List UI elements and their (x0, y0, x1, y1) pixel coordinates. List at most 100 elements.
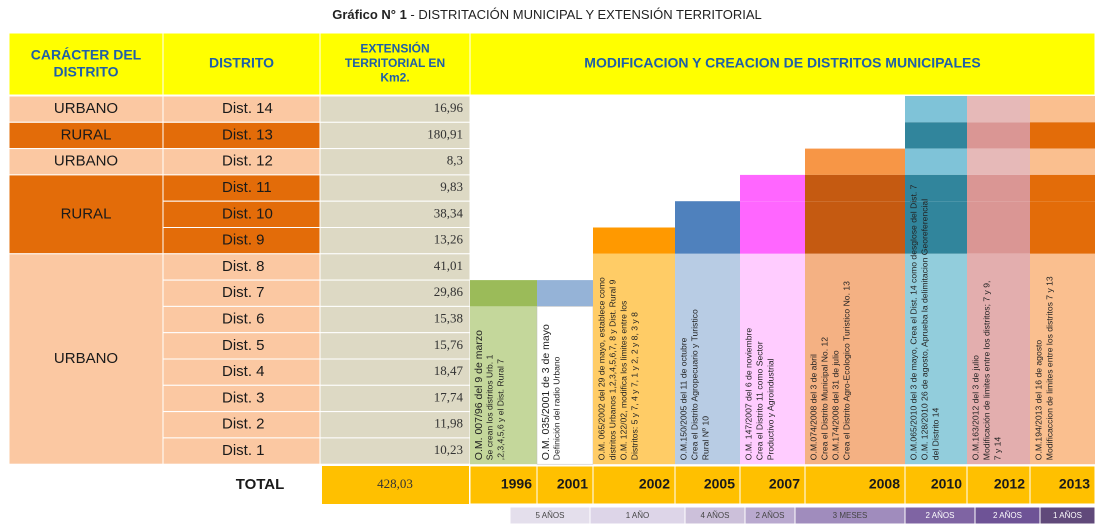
district-cell (162, 174, 321, 202)
timeline-note: Rural Nº 10 (700, 416, 710, 460)
district-label: Dist. 6 (222, 311, 265, 328)
timeline-body (470, 306, 537, 465)
character-label: URBANO (54, 350, 118, 367)
year-label: 2010 (931, 476, 962, 492)
timeline-block (905, 174, 967, 202)
timeline-block (967, 96, 1030, 123)
period-label: 2 AÑOS (756, 511, 785, 520)
timeline-block (1030, 174, 1095, 202)
district-cell (162, 384, 321, 413)
timeline-body (740, 253, 805, 465)
timeline-block (740, 201, 805, 228)
district-label: Dist. 9 (222, 232, 265, 249)
extension-cell (319, 200, 471, 228)
timeline-block (1030, 201, 1095, 228)
timeline-block (905, 227, 967, 254)
extension-cell (319, 437, 471, 465)
extension-cell (319, 227, 471, 255)
total-label: TOTAL (236, 476, 285, 493)
timeline-block (905, 201, 967, 228)
timeline-block (967, 148, 1030, 175)
district-label: Dist. 11 (222, 179, 272, 196)
character-label: URBANO (54, 153, 118, 170)
timeline-body (805, 253, 905, 465)
district-label: Dist. 3 (222, 389, 265, 406)
timeline-note: Crea el Distrito Municipal No. 12 (819, 337, 829, 460)
timeline-block (805, 201, 905, 228)
timeline-block (1030, 122, 1095, 149)
extension-value: 10,23 (434, 442, 463, 457)
extension-value: 15,76 (434, 337, 464, 352)
year-cell (804, 465, 906, 505)
year-cell (469, 465, 538, 505)
character-cell (8, 253, 164, 465)
period-label: 5 AÑOS (536, 511, 565, 520)
header-label: DISTRITO (209, 55, 274, 71)
timeline-note: O.M.074/2008 del 3 de abril (808, 354, 818, 460)
timeline-block (905, 122, 967, 149)
district-label: Dist. 5 (222, 337, 265, 354)
period-label: 2 AÑOS (926, 511, 955, 520)
district-cell (162, 305, 321, 334)
extension-value: 180,91 (427, 126, 463, 141)
timeline-note: Se crean los distritos Urb. 1 (484, 354, 494, 460)
timeline-note: Modificaccion de limites entre los distr… (1044, 276, 1054, 460)
timeline-body (675, 253, 740, 465)
timeline-note: Distritos: 5 y 7, 4 y 7, 1 y 2, 2 y 8, 3… (629, 312, 639, 460)
extension-value: 13,26 (434, 232, 464, 247)
year-label: 2013 (1059, 476, 1090, 492)
header-cell (162, 32, 321, 96)
timeline-note: 7 y 14 (992, 437, 1002, 461)
district-cell (162, 148, 321, 176)
timeline-body (536, 306, 594, 465)
extension-value: 16,96 (434, 100, 464, 115)
timeline-note: Definición del radio Urbano (551, 356, 561, 460)
character-cell (8, 148, 164, 176)
district-label: Dist. 12 (222, 153, 273, 170)
timeline-note: Crea el Distrito Agro-Ecologico Turistic… (841, 281, 851, 460)
timeline-block (537, 280, 593, 307)
timeline-block (967, 201, 1030, 228)
district-cell (162, 200, 321, 228)
character-label: RURAL (61, 126, 112, 143)
year-label: 2002 (639, 476, 670, 492)
year-label: 2001 (557, 476, 588, 492)
timeline-note: O.M. 035/2001 de 3 de mayo (540, 324, 552, 460)
timeline-note: O.M.065/2010 del 3 de mayo, Crea el Dist… (908, 184, 918, 460)
header-line: EXTENSIÓN (360, 41, 429, 56)
timeline-block (805, 148, 905, 175)
year-cell (536, 465, 594, 505)
extension-value: 41,01 (434, 258, 463, 273)
title-bold: Gráfico N° 1 (332, 7, 407, 22)
total-cell (322, 466, 469, 504)
timeline-note: O.M. 147/2007 del 6 de noviembre (743, 328, 753, 461)
title-rest: - DISTRITACIÓN MUNICIPAL Y EXTENSIÓN TER… (407, 7, 762, 22)
year-label: 2005 (704, 476, 735, 492)
timeline-block (675, 227, 740, 254)
character-label: RURAL (61, 205, 112, 222)
timeline-block (967, 122, 1030, 149)
timeline-body (967, 253, 1030, 465)
timeline-block (1030, 227, 1095, 254)
timeline-note: O.M.150/2005 del 11 de octubre (678, 337, 688, 460)
header-label: CARÁCTER DEL DISTRITO (31, 46, 142, 79)
district-label: Dist. 1 (222, 442, 265, 459)
timeline-body (1030, 253, 1095, 465)
timeline-note: O.M. 128/2010 26 de agosto, Apruebа la d… (919, 199, 929, 460)
timeline-note: O.M.174/2008 del 31 de julio (830, 350, 840, 460)
extension-value: 18,47 (434, 363, 464, 378)
timeline-block (740, 227, 805, 254)
timeline-block (593, 227, 675, 254)
period-label: 2 AÑOS (993, 511, 1022, 520)
character-cell (8, 121, 164, 150)
timeline-block (905, 96, 967, 123)
extension-value: 17,74 (434, 389, 464, 404)
header-line: TERRITORIAL EN (345, 56, 445, 70)
year-label: 2008 (869, 476, 900, 492)
timeline-block (1030, 148, 1095, 175)
timeline-block (967, 227, 1030, 254)
extension-value: 8,3 (447, 153, 463, 168)
district-label: Dist. 14 (222, 100, 273, 117)
year-cell (904, 465, 968, 505)
